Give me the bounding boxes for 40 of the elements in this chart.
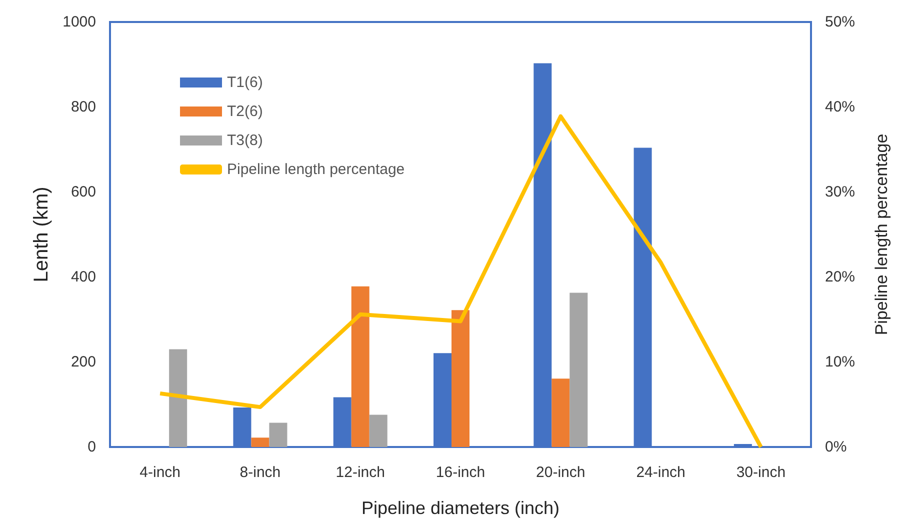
y2-axis-title: Pipeline length percentage [872, 134, 891, 336]
bar [369, 414, 388, 447]
y-tick-label: 1000 [62, 14, 96, 30]
bar [351, 286, 370, 447]
bar [269, 422, 288, 447]
x-tick-label: 8-inch [240, 464, 281, 481]
y2-tick-label: 40% [825, 98, 856, 116]
y-tick-label: 400 [70, 268, 96, 286]
y-tick-label: 600 [70, 184, 96, 200]
bar [233, 407, 252, 447]
x-tick-label: 16-inch [436, 464, 486, 481]
y-tick-label: 0 [88, 438, 96, 456]
y-tick-label: 800 [70, 98, 96, 116]
bar [452, 310, 470, 447]
legend-label: Pipeline length percentage [227, 161, 405, 178]
y2-tick-label: 0% [825, 438, 847, 456]
bar [552, 378, 570, 447]
x-tick-label: 12-inch [336, 464, 385, 481]
legend-label: T2(6) [227, 103, 263, 120]
y2-tick-label: 20% [825, 268, 856, 286]
y-axis-title: Lenth (km) [30, 186, 53, 282]
legend-label: T3(8) [227, 132, 263, 149]
x-tick-label: 24-inch [636, 464, 686, 481]
bar [333, 397, 352, 447]
x-tick-label: 30-inch [736, 464, 786, 481]
x-axis-title: Pipeline diameters (inch) [361, 498, 560, 518]
bar [570, 292, 588, 447]
y2-tick-label: 30% [825, 184, 856, 200]
y2-tick-label: 50% [825, 14, 856, 30]
bar [734, 444, 752, 447]
bar [534, 63, 552, 447]
bar [251, 438, 270, 447]
bar [434, 353, 452, 447]
bar [634, 148, 652, 447]
y-tick-label: 200 [70, 354, 96, 370]
y2-tick-label: 10% [825, 354, 856, 370]
legend-label: T1(6) [227, 74, 263, 91]
x-tick-label: 4-inch [140, 464, 180, 481]
bar [169, 349, 188, 447]
x-tick-label: 20-inch [536, 464, 586, 481]
